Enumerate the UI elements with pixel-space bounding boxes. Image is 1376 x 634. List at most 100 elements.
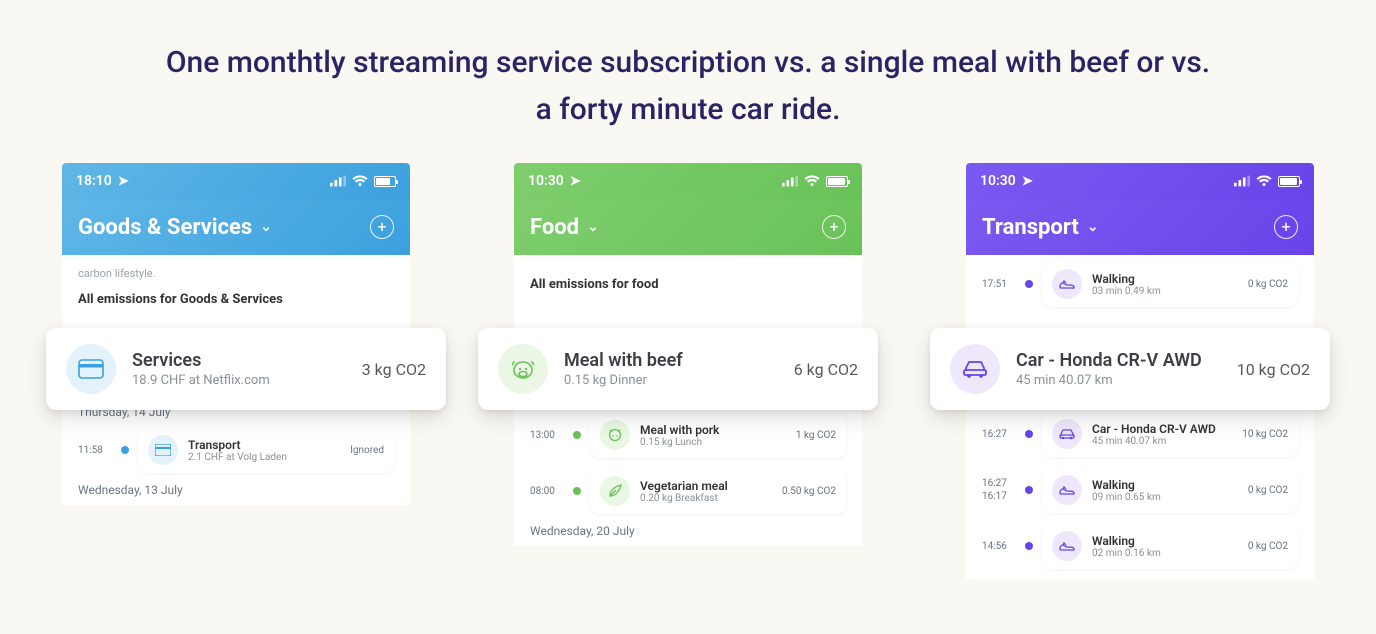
row-time: 13:00 [530, 430, 564, 441]
row-title: Car - Honda CR-V AWD [1092, 422, 1232, 436]
row-value: Ignored [350, 445, 384, 456]
list-item[interactable]: 11:58 Transport 2.1 CHF at Volg Laden Ig… [78, 427, 394, 473]
section-title: All emissions for Goods & Services [78, 292, 394, 307]
row-title: Transport [188, 438, 340, 452]
highlight-title: Meal with beef [564, 350, 778, 371]
add-button[interactable]: + [1274, 215, 1298, 239]
panel-goods: 18:10 ➤ Goods & Services ⌄ + carbon life… [36, 163, 436, 579]
row-value: 0 kg CO2 [1248, 541, 1288, 552]
highlight-sub: 0.15 kg Dinner [564, 373, 778, 388]
row-time: 16:27 [982, 429, 1016, 440]
category-title: Goods & Services [78, 215, 252, 240]
row-value: 10 kg CO2 [1242, 429, 1288, 440]
status-time: 18:10 [76, 173, 112, 189]
pig-icon [600, 420, 630, 450]
row-sub: 02 min 0.16 km [1092, 548, 1238, 559]
highlight-title: Car - Honda CR-V AWD [1016, 350, 1221, 371]
truncated-text: carbon lifestyle. [78, 267, 394, 280]
wifi-icon [352, 175, 368, 187]
list-item[interactable]: 13:00 Meal with pork 0.15 kg Lunch 1 kg … [530, 412, 846, 458]
panel-transport: 10:30 ➤ Transport ⌄ + 17:51 [940, 163, 1340, 579]
status-time: 10:30 [528, 173, 564, 189]
row-time-end: 16:17 [982, 491, 1016, 502]
headline: One monthtly streaming service subscript… [0, 0, 1376, 163]
row-sub: 2.1 CHF at Volg Laden [188, 452, 340, 463]
row-time: 11:58 [78, 445, 112, 456]
row-title: Walking [1092, 272, 1238, 286]
category-title: Transport [982, 215, 1079, 240]
panel-food: 10:30 ➤ Food ⌄ + All emissions for food [488, 163, 888, 579]
highlight-value: 10 kg CO2 [1237, 360, 1310, 379]
battery-icon [374, 176, 396, 187]
category-header: Food ⌄ + [514, 199, 862, 255]
list-item[interactable]: 16:27 16:17 Walking 09 min 0.65 km 0 kg … [982, 467, 1298, 513]
row-time-start: 16:27 [982, 478, 1016, 489]
car-icon [950, 344, 1000, 394]
list-item[interactable]: 16:27 Car - Honda CR-V AWD 45 min 40.07 … [982, 411, 1298, 457]
category-header: Goods & Services ⌄ + [62, 199, 410, 255]
card-icon [66, 344, 116, 394]
row-value: 0 kg CO2 [1248, 279, 1288, 290]
location-icon: ➤ [118, 174, 129, 189]
row-sub: 45 min 40.07 km [1092, 436, 1232, 447]
battery-icon [826, 176, 848, 187]
row-sub: 09 min 0.65 km [1092, 492, 1238, 503]
row-time: 08:00 [530, 486, 564, 497]
row-title: Walking [1092, 478, 1238, 492]
row-title: Meal with pork [640, 423, 786, 437]
category-dropdown[interactable]: Transport ⌄ [982, 215, 1099, 240]
list-item[interactable]: 08:00 Vegetarian meal 0.20 kg Breakfast … [530, 468, 846, 514]
statusbar: 10:30 ➤ [514, 163, 862, 199]
highlight-sub: 45 min 40.07 km [1016, 373, 1221, 388]
battery-icon [1278, 176, 1300, 187]
row-sub: 03 min 0.49 km [1092, 286, 1238, 297]
signal-icon [1234, 175, 1250, 187]
row-value: 0 kg CO2 [1248, 485, 1288, 496]
add-button[interactable]: + [370, 215, 394, 239]
add-button[interactable]: + [822, 215, 846, 239]
row-title: Vegetarian meal [640, 479, 772, 493]
card-icon [148, 435, 178, 465]
shoe-icon [1052, 531, 1082, 561]
car-icon [1052, 419, 1082, 449]
row-time: 17:51 [982, 279, 1016, 290]
signal-icon [782, 175, 798, 187]
wifi-icon [1256, 175, 1272, 187]
list-item[interactable]: 14:56 Walking 02 min 0.16 km 0 kg CO2 [982, 523, 1298, 569]
location-icon: ➤ [1022, 174, 1033, 189]
highlight-sub: 18.9 CHF at Netflix.com [132, 373, 346, 388]
shoe-icon [1052, 269, 1082, 299]
highlight-title: Services [132, 350, 346, 371]
status-time: 10:30 [980, 173, 1016, 189]
highlight-card-goods[interactable]: Services 18.9 CHF at Netflix.com 3 kg CO… [46, 328, 446, 410]
category-header: Transport ⌄ + [966, 199, 1314, 255]
chevron-down-icon: ⌄ [260, 219, 272, 235]
signal-icon [330, 175, 346, 187]
date-label: Wednesday, 13 July [78, 483, 394, 497]
shoe-icon [1052, 475, 1082, 505]
row-value: 1 kg CO2 [796, 430, 836, 441]
chevron-down-icon: ⌄ [1087, 219, 1099, 235]
category-dropdown[interactable]: Food ⌄ [530, 215, 599, 240]
statusbar: 10:30 ➤ [966, 163, 1314, 199]
date-label: Wednesday, 20 July [530, 524, 846, 538]
category-dropdown[interactable]: Goods & Services ⌄ [78, 215, 272, 240]
highlight-card-transport[interactable]: Car - Honda CR-V AWD 45 min 40.07 km 10 … [930, 328, 1330, 410]
list-item[interactable]: 17:51 Walking 03 min 0.49 km 0 kg CO2 [982, 261, 1298, 307]
chevron-down-icon: ⌄ [587, 219, 599, 235]
cow-icon [498, 344, 548, 394]
row-sub: 0.15 kg Lunch [640, 437, 786, 448]
panels-row: 18:10 ➤ Goods & Services ⌄ + carbon life… [0, 163, 1376, 579]
wifi-icon [804, 175, 820, 187]
category-title: Food [530, 215, 579, 240]
section-title: All emissions for food [530, 277, 846, 292]
row-title: Walking [1092, 534, 1238, 548]
row-time: 14:56 [982, 541, 1016, 552]
leaf-icon [600, 476, 630, 506]
location-icon: ➤ [570, 174, 581, 189]
row-value: 0.50 kg CO2 [782, 486, 836, 497]
highlight-card-food[interactable]: Meal with beef 0.15 kg Dinner 6 kg CO2 [478, 328, 878, 410]
row-sub: 0.20 kg Breakfast [640, 493, 772, 504]
highlight-value: 3 kg CO2 [362, 360, 426, 379]
highlight-value: 6 kg CO2 [794, 360, 858, 379]
